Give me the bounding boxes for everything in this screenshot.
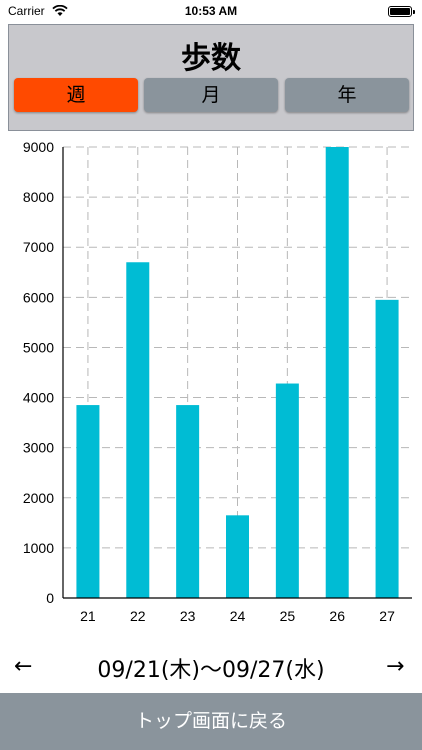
status-bar: Carrier 10:53 AM [0,0,422,22]
bar-25 [275,383,299,598]
y-tick-label: 6000 [23,289,54,305]
wifi-icon [52,5,68,16]
x-tick-label: 21 [80,608,96,624]
arrow-right-icon[interactable]: → [386,654,405,679]
y-tick-label: 1000 [23,540,54,556]
y-tick-label: 9000 [23,139,54,155]
header-panel: 歩数 週 月 年 [8,24,414,131]
bar-chart-svg: 0 1000 2000 3000 4000 5000 6000 7000 8000 9000 21 2… [23,139,412,624]
bar-21 [76,405,100,598]
steps-chart: 0 1000 2000 3000 4000 5000 6000 7000 8000 9000 21 2… [0,131,422,631]
date-range-label: 09/21(木)〜09/27(水) [97,658,325,683]
x-tick-label: 26 [329,608,345,624]
bar-24 [226,515,249,598]
bar-23 [176,405,200,598]
x-tick-label: 22 [130,608,146,624]
y-tick-label: 0 [46,590,54,606]
y-tick-label: 8000 [23,189,54,205]
tab-year[interactable]: 年 [285,78,409,112]
x-tick-label: 25 [280,608,296,624]
date-navigation: ← 09/21(木)〜09/27(水) → [0,648,422,688]
bar-26 [325,147,349,598]
page-title: 歩数 [181,41,241,76]
y-tick-label: 4000 [23,390,54,406]
y-tick-label: 3000 [23,440,54,456]
x-tick-label: 24 [230,608,246,624]
back-to-top-button[interactable]: トップ画面に戻る [0,693,422,750]
battery-icon [388,6,415,17]
bar-22 [126,262,150,598]
tab-month[interactable]: 月 [144,78,278,112]
x-tick-label: 23 [180,608,196,624]
bar-27 [375,299,399,598]
carrier-label: Carrier [8,4,45,18]
y-tick-label: 2000 [23,490,54,506]
tab-week[interactable]: 週 [14,78,138,112]
arrow-left-icon[interactable]: ← [14,654,33,679]
y-tick-label: 7000 [23,239,54,255]
y-tick-label: 5000 [23,339,54,355]
x-tick-label: 27 [379,608,395,624]
status-time: 10:53 AM [184,4,238,18]
